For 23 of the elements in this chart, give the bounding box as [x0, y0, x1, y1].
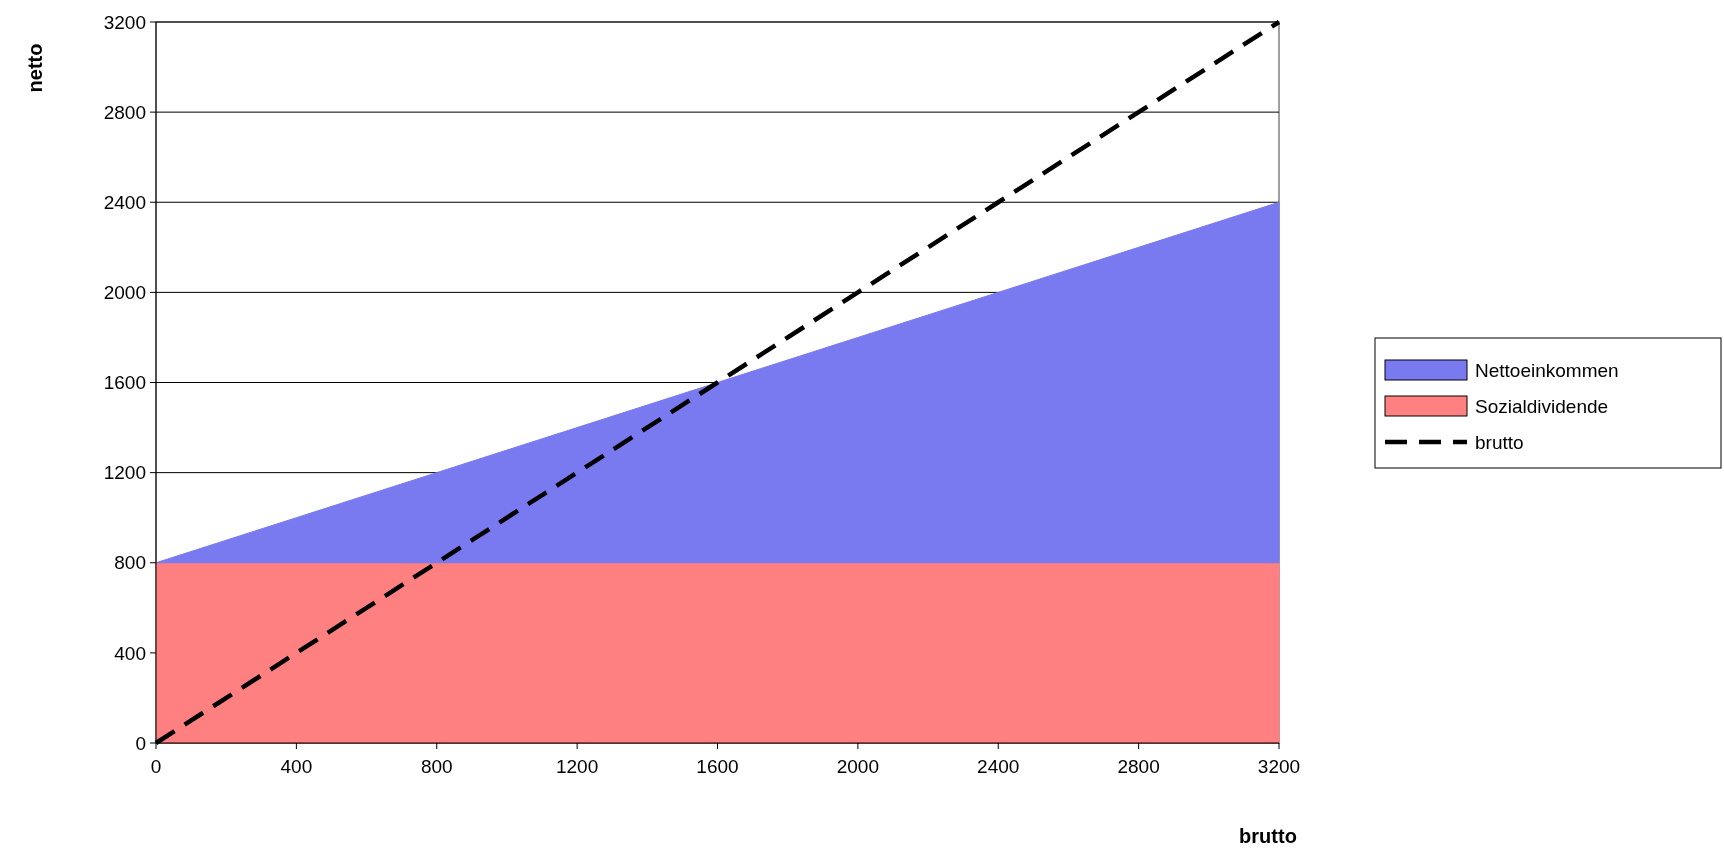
- x-tick-label: 1600: [696, 756, 739, 777]
- y-tick-label: 2000: [103, 282, 146, 304]
- x-tick-label: 800: [420, 756, 453, 777]
- legend-label: brutto: [1475, 431, 1524, 453]
- y-tick-label: 2800: [103, 101, 146, 123]
- y-tick-label: 800: [114, 552, 146, 574]
- y-tick-label: 3200: [103, 11, 146, 33]
- x-tick-label: 1200: [555, 756, 599, 777]
- x-tick-label: 2400: [977, 756, 1020, 777]
- x-tick-label: 400: [280, 756, 313, 777]
- y-tick-label: 2400: [103, 191, 146, 213]
- y-tick-label: 1600: [103, 372, 146, 394]
- y-axis-title: netto: [24, 43, 46, 93]
- x-tick-label: 2800: [1117, 756, 1160, 777]
- y-tick-label: 0: [135, 732, 146, 754]
- y-tick-label: 1200: [103, 462, 146, 484]
- legend-label: Nettoeinkommen: [1475, 359, 1619, 381]
- x-axis-title: brutto: [1239, 825, 1297, 847]
- legend-label: Sozialdividende: [1475, 395, 1609, 417]
- x-tick-label: 3200: [1257, 756, 1301, 777]
- x-tick-label: 2000: [836, 756, 880, 777]
- x-tick-label: 0: [150, 756, 162, 777]
- y-tick-label: 400: [114, 642, 146, 664]
